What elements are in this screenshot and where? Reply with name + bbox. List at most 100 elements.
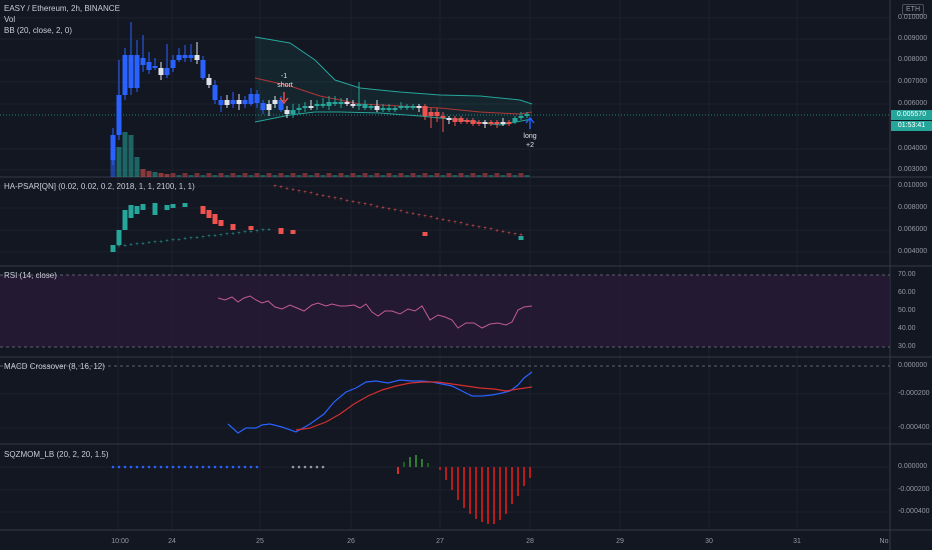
macd-tick: -0.000200 bbox=[898, 390, 930, 397]
psar-dot: + bbox=[117, 244, 121, 250]
candle-body bbox=[374, 106, 380, 110]
psar-dot: + bbox=[393, 208, 397, 214]
candle-body bbox=[308, 106, 314, 108]
squeeze-momentum bbox=[111, 455, 531, 524]
candle-body bbox=[200, 60, 206, 78]
candle-body bbox=[122, 55, 128, 95]
candle-body bbox=[230, 100, 236, 104]
volume-bar bbox=[386, 173, 392, 177]
squeeze-dot bbox=[243, 465, 247, 469]
candle-body bbox=[134, 55, 140, 88]
sqz-tick: -0.000200 bbox=[898, 486, 930, 493]
psar-dot: + bbox=[207, 234, 211, 240]
bollinger-indicator-title[interactable]: BB (20, close, 2, 0) bbox=[4, 26, 73, 35]
volume-bar bbox=[410, 173, 416, 177]
volume-indicator-title[interactable]: Vol bbox=[4, 15, 16, 24]
psar-dot: + bbox=[141, 241, 145, 247]
candle-body bbox=[452, 118, 458, 122]
macd-indicator-title[interactable]: MACD Crossover (8, 16, 12) bbox=[4, 362, 105, 371]
volume-bar bbox=[518, 173, 524, 177]
volume-bar bbox=[350, 173, 356, 177]
volume-bar bbox=[236, 175, 242, 177]
time-tick: 24 bbox=[168, 538, 176, 545]
price-tick: 0.008000 bbox=[898, 56, 928, 63]
psar-dot: + bbox=[237, 231, 241, 237]
psar-dot: + bbox=[159, 239, 163, 245]
bb-fill bbox=[255, 37, 532, 125]
candle-body bbox=[350, 104, 356, 106]
time-tick: 30 bbox=[705, 538, 713, 545]
psar-indicator-title[interactable]: HA-PSAR[QN] (0.02, 0.02, 0.2, 2018, 1, 1… bbox=[4, 182, 195, 191]
volume-bar bbox=[248, 175, 254, 177]
psar-dot: + bbox=[315, 192, 319, 198]
psar-dot: + bbox=[351, 200, 355, 206]
ha-candle bbox=[206, 210, 212, 218]
volume-bar bbox=[230, 173, 236, 177]
candle-body bbox=[140, 58, 146, 65]
price-tick: 0.009000 bbox=[898, 35, 928, 42]
squeeze-dot bbox=[249, 465, 253, 469]
short-signal-arrow bbox=[279, 92, 289, 105]
candle-body bbox=[188, 55, 194, 58]
volume-bar bbox=[374, 173, 380, 177]
psar-dot: + bbox=[255, 229, 259, 235]
ha-candle bbox=[152, 203, 158, 215]
candle-body bbox=[344, 102, 350, 104]
candle-body bbox=[248, 94, 254, 104]
volume-bar bbox=[344, 175, 350, 177]
psar-dot: + bbox=[273, 184, 277, 190]
psar-dot: + bbox=[357, 201, 361, 207]
volume-bar bbox=[182, 173, 188, 177]
volume-bar bbox=[332, 175, 338, 177]
psar-tick: 0.008000 bbox=[898, 204, 928, 211]
squeeze-dot bbox=[225, 465, 229, 469]
short-signal-value: -1 bbox=[280, 73, 288, 80]
candle-body bbox=[224, 100, 230, 105]
squeeze-dot bbox=[189, 465, 193, 469]
psar-dot: + bbox=[507, 231, 511, 237]
psar-dot: + bbox=[435, 216, 439, 222]
candle-body bbox=[422, 106, 428, 116]
squeeze-dot bbox=[303, 465, 307, 469]
volume-bar bbox=[476, 175, 482, 177]
squeeze-dot bbox=[117, 465, 121, 469]
rsi-tick: 60.00 bbox=[898, 289, 916, 296]
volume-bar bbox=[140, 169, 146, 177]
volume-bar bbox=[470, 173, 476, 177]
long-signal-value: +2 bbox=[526, 142, 534, 149]
squeeze-dot bbox=[309, 465, 313, 469]
candle-body bbox=[302, 106, 308, 108]
psar-dot: + bbox=[231, 231, 235, 237]
psar-dot: + bbox=[261, 228, 265, 234]
psar-dot: + bbox=[249, 229, 253, 235]
symbol-title[interactable]: EASY / Ethereum, 2h, BINANCE bbox=[4, 4, 120, 13]
volume-bar bbox=[146, 171, 152, 177]
psar-dot: + bbox=[267, 228, 271, 234]
squeeze-dot bbox=[297, 465, 301, 469]
psar-dot: + bbox=[483, 226, 487, 232]
rsi-indicator-title[interactable]: RSI (14, close) bbox=[4, 271, 57, 280]
candle-body bbox=[320, 104, 326, 106]
psar-dot: + bbox=[423, 214, 427, 220]
candle-body bbox=[506, 122, 512, 124]
squeeze-dot bbox=[111, 465, 115, 469]
ha-candle bbox=[212, 214, 218, 224]
volume-bar bbox=[122, 132, 128, 177]
volume-bar bbox=[464, 175, 470, 177]
candle-body bbox=[284, 110, 290, 114]
squeeze-dot bbox=[195, 465, 199, 469]
volume-bar bbox=[266, 173, 272, 177]
volume-bar bbox=[398, 173, 404, 177]
sqzmom-indicator-title[interactable]: SQZMOM_LB (20, 2, 20, 1.5) bbox=[4, 450, 109, 459]
candle-body bbox=[272, 100, 278, 104]
ha-candle bbox=[140, 204, 146, 210]
volume-bar bbox=[206, 173, 212, 177]
squeeze-dot bbox=[201, 465, 205, 469]
currency-badge[interactable]: ETH bbox=[902, 4, 924, 15]
psar-dot: + bbox=[429, 215, 433, 221]
volume-bar bbox=[110, 137, 116, 177]
psar-dot: + bbox=[327, 195, 331, 201]
volume-bar bbox=[434, 173, 440, 177]
candle-body bbox=[482, 122, 488, 124]
